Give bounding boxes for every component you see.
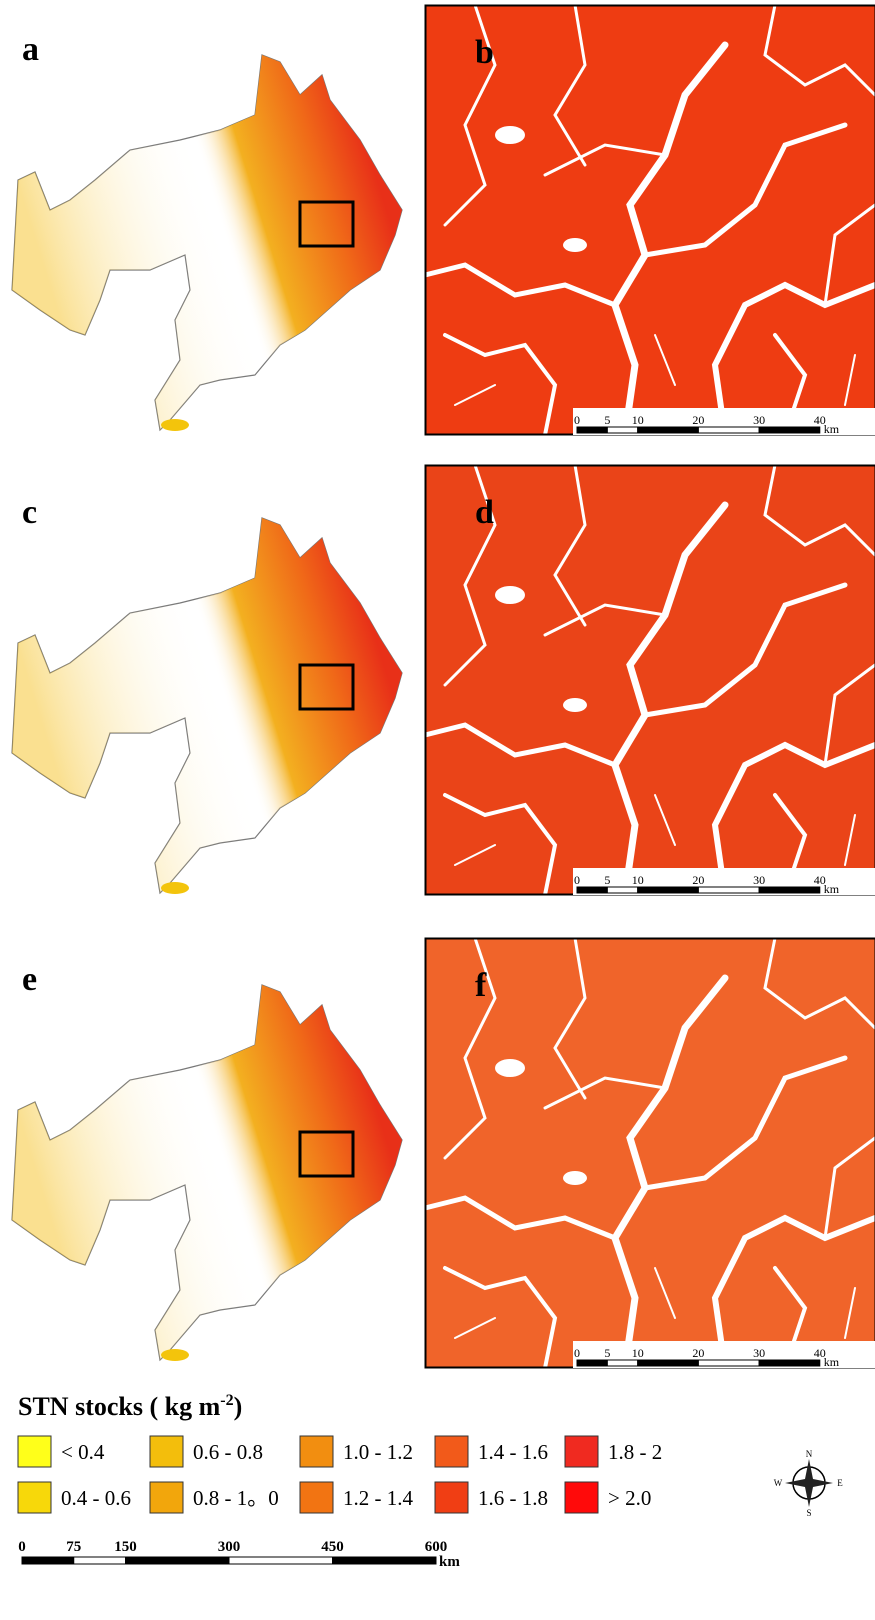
legend-label: 1.4 - 1.6 <box>478 1440 548 1464</box>
legend-title: STN stocks ( kg m-2) <box>18 1392 242 1421</box>
scale-unit: km <box>824 882 840 896</box>
compass-rose <box>785 1459 833 1507</box>
scale-tick-label: 5 <box>604 1346 610 1360</box>
overview-map: c <box>12 494 402 894</box>
compass-e: E <box>837 1478 843 1488</box>
legend-title-end: ) <box>234 1392 243 1421</box>
legend-label: 1.6 - 1.8 <box>478 1486 548 1510</box>
scale-tick-label: 20 <box>692 1346 704 1360</box>
map-scale-tick-label: 150 <box>114 1539 137 1555</box>
compass-w: W <box>774 1478 783 1488</box>
scale-segment <box>759 427 820 433</box>
scale-tick-label: 30 <box>753 873 765 887</box>
overview-map: a <box>12 31 402 431</box>
legend-label: < 0.4 <box>61 1440 105 1464</box>
scale-segment <box>638 1360 699 1366</box>
scale-tick-label: 20 <box>692 873 704 887</box>
legend-swatch <box>18 1482 51 1513</box>
map-scale-segment <box>74 1557 126 1564</box>
panel-label: e <box>22 961 37 998</box>
scale-tick-label: 5 <box>604 413 610 427</box>
map-scale-segment <box>229 1557 333 1564</box>
scale-unit: km <box>824 422 840 436</box>
scale-tick-label: 30 <box>753 413 765 427</box>
low-patch <box>161 1349 189 1361</box>
legend-swatch <box>565 1436 598 1467</box>
scale-segment <box>577 427 607 433</box>
low-patch <box>161 419 189 431</box>
legend-label: 1.2 - 1.4 <box>343 1486 413 1510</box>
scale-tick-label: 0 <box>574 1346 580 1360</box>
legend-swatch <box>18 1436 51 1467</box>
map-scale-segment <box>22 1557 74 1564</box>
panel-label: b <box>475 34 494 71</box>
scale-segment <box>698 1360 759 1366</box>
panel-label: c <box>22 494 37 531</box>
map-scale-tick-label: 450 <box>321 1539 344 1555</box>
map-scale-segment <box>333 1557 437 1564</box>
legend-title-text: STN stocks ( kg m <box>18 1392 221 1421</box>
legend-label: 1.0 - 1.2 <box>343 1440 413 1464</box>
scale-segment <box>607 427 637 433</box>
legend-swatch <box>565 1482 598 1513</box>
map-scale-tick-label: 75 <box>66 1539 81 1555</box>
map-scale-unit: km <box>439 1554 460 1570</box>
legend-label: 0.8 - 1。0 <box>193 1486 279 1510</box>
stn-surface <box>12 55 402 430</box>
compass-s: S <box>806 1508 811 1518</box>
scale-tick-label: 10 <box>632 873 644 887</box>
figure: ab0510203040kmcd0510203040kmef0510203040… <box>0 0 875 1620</box>
scale-segment <box>577 1360 607 1366</box>
scale-segment <box>698 887 759 893</box>
legend-swatch <box>300 1436 333 1467</box>
scale-tick-label: 10 <box>632 413 644 427</box>
scale-segment <box>759 1360 820 1366</box>
stn-surface <box>12 518 402 893</box>
legend-label: 1.8 - 2 <box>608 1440 662 1464</box>
scale-segment <box>638 887 699 893</box>
low-patch <box>161 882 189 894</box>
scale-tick-label: 30 <box>753 1346 765 1360</box>
scale-tick-label: 5 <box>604 873 610 887</box>
scale-segment <box>607 887 637 893</box>
legend-swatch <box>150 1436 183 1467</box>
scale-tick-label: 0 <box>574 413 580 427</box>
compass-n: N <box>806 1449 813 1459</box>
scale-tick-label: 20 <box>692 413 704 427</box>
scale-segment <box>759 887 820 893</box>
scale-segment <box>577 887 607 893</box>
map-scale-tick-label: 600 <box>425 1539 448 1555</box>
legend-swatch <box>300 1482 333 1513</box>
scale-segment <box>607 1360 637 1366</box>
scale-tick-label: 10 <box>632 1346 644 1360</box>
legend-label: 0.6 - 0.8 <box>193 1440 263 1464</box>
scale-unit: km <box>824 1355 840 1369</box>
overview-map: e <box>12 961 402 1361</box>
legend-label: 0.4 - 0.6 <box>61 1486 131 1510</box>
legend-label: > 2.0 <box>608 1486 651 1510</box>
panel-label: f <box>475 967 487 1004</box>
stn-surface <box>12 985 402 1360</box>
panel-label: a <box>22 31 39 68</box>
legend-swatch <box>435 1436 468 1467</box>
legend-swatch <box>435 1482 468 1513</box>
legend-title-sup: -2 <box>220 1392 233 1409</box>
scale-tick-label: 0 <box>574 873 580 887</box>
scale-segment <box>698 427 759 433</box>
map-scale-tick-label: 0 <box>18 1539 26 1555</box>
scale-segment <box>638 427 699 433</box>
legend-swatch <box>150 1482 183 1513</box>
map-scale-segment <box>126 1557 230 1564</box>
panel-label: d <box>475 494 494 531</box>
map-scale-tick-label: 300 <box>218 1539 241 1555</box>
